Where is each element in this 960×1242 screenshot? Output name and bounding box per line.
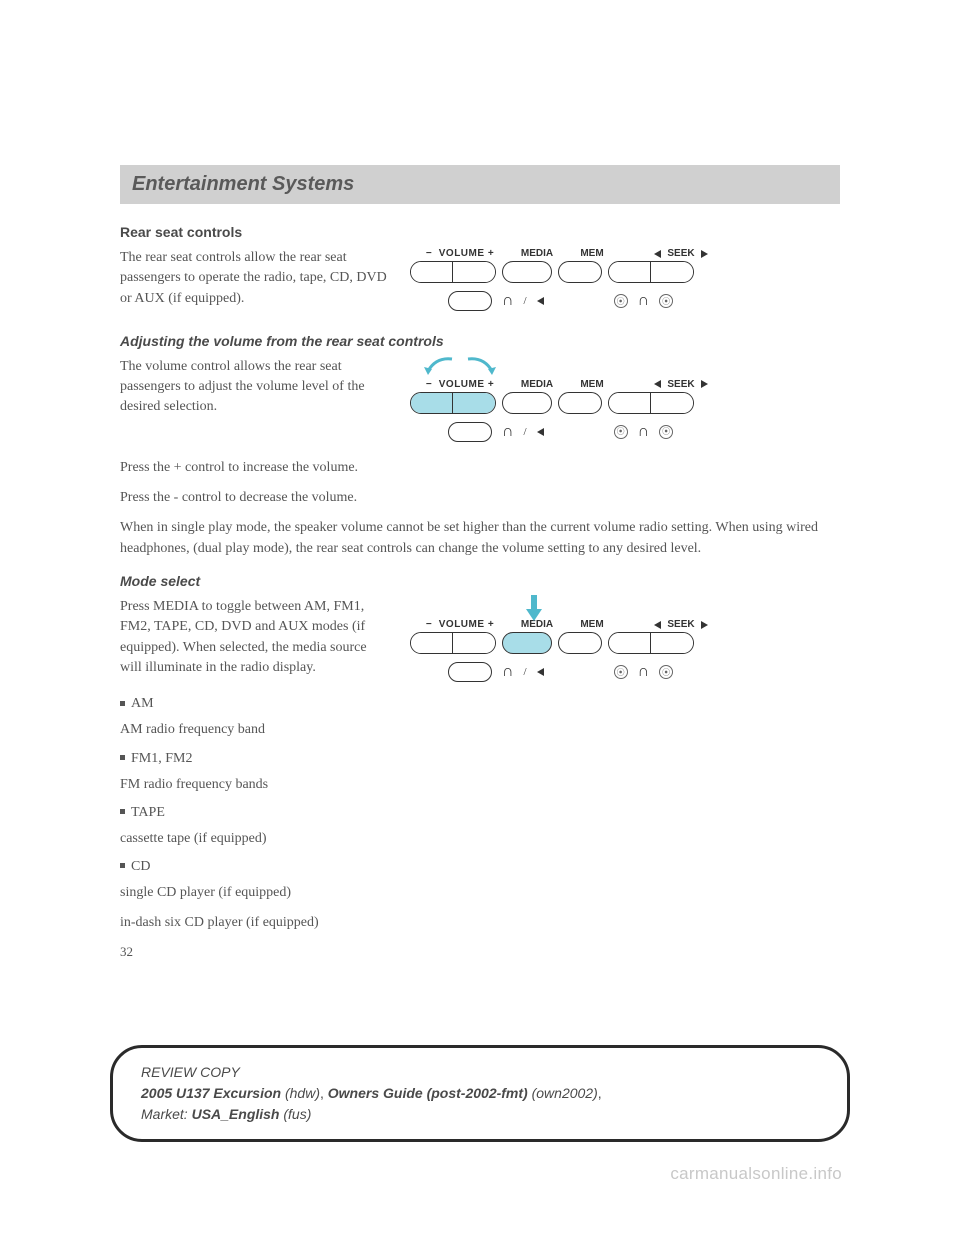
seek-rocker xyxy=(608,632,694,654)
desc-cd6: in-dash six CD player (if equipped) xyxy=(120,913,840,933)
seek-label: SEEK xyxy=(667,248,694,259)
desc-am: AM radio frequency band xyxy=(120,720,840,740)
seek-right-icon xyxy=(701,250,708,258)
seek-rocker xyxy=(608,261,694,283)
mem-button xyxy=(558,632,602,654)
media-button xyxy=(502,392,552,414)
footer-market: USA_English xyxy=(192,1106,280,1122)
jack-right-icon: ⦿ xyxy=(659,294,673,308)
seek-rocker xyxy=(608,392,694,414)
bullet-fm: FM1, FM2 xyxy=(120,751,840,767)
volume-increase-text: Press the + control to increase the volu… xyxy=(120,458,840,478)
mem-button xyxy=(558,261,602,283)
control-panel-diagram-1: − VOLUME + MEDIA MEM SEEK ∩/ ⦿ ∩ xyxy=(410,248,840,311)
footer-guide: Owners Guide (post-2002-fmt) xyxy=(328,1085,528,1101)
watermark: carmanualsonline.info xyxy=(670,1164,842,1184)
volume-rocker-highlighted xyxy=(410,392,496,414)
page-number: 32 xyxy=(120,944,840,960)
volume-plus-label: + xyxy=(488,248,494,259)
footer-vehicle: 2005 U137 Excursion xyxy=(141,1085,281,1101)
volume-down-arrow-icon xyxy=(422,357,458,377)
section-header: Entertainment Systems xyxy=(120,165,840,204)
rear-seat-controls-title: Rear seat controls xyxy=(120,224,840,240)
seek-left-icon xyxy=(654,250,661,258)
control-panel-diagram-3: − VOLUME + MEDIA MEM SEEK ∩/ ⦿ ∩ xyxy=(410,597,840,682)
adjusting-volume-title: Adjusting the volume from the rear seat … xyxy=(120,333,840,349)
volume-minus-label: − xyxy=(426,248,432,259)
speaker-icon xyxy=(537,297,544,305)
headphone-icon-2: ∩ xyxy=(638,292,650,310)
volume-mode-text: When in single play mode, the speaker vo… xyxy=(120,518,840,559)
mem-label: MEM xyxy=(566,248,618,259)
media-label: MEDIA xyxy=(508,248,566,259)
mode-select-title: Mode select xyxy=(120,573,840,589)
media-arrow-icon xyxy=(524,595,544,621)
aux-button xyxy=(448,291,492,311)
rear-seat-controls-body: The rear seat controls allow the rear se… xyxy=(120,248,390,309)
desc-cd: single CD player (if equipped) xyxy=(120,883,840,903)
bullet-tape: TAPE xyxy=(120,805,840,821)
section-header-title: Entertainment Systems xyxy=(132,173,828,196)
media-button-highlighted xyxy=(502,632,552,654)
control-panel-diagram-2: − VOLUME + MEDIA MEM SEEK ∩/ ⦿ ∩ xyxy=(410,357,840,442)
footer-market-label: Market: xyxy=(141,1106,192,1122)
volume-label: VOLUME xyxy=(439,248,485,259)
bullet-am: AM xyxy=(120,696,840,712)
footer-box: REVIEW COPY 2005 U137 Excursion (hdw), O… xyxy=(110,1045,850,1142)
volume-up-arrow-icon xyxy=(462,357,498,377)
headphone-icon: ∩ xyxy=(502,292,514,310)
volume-decrease-text: Press the - control to decrease the volu… xyxy=(120,488,840,508)
bullet-cd: CD xyxy=(120,859,840,875)
volume-rocker xyxy=(410,261,496,283)
adjusting-volume-body: The volume control allows the rear seat … xyxy=(120,357,390,418)
mem-button xyxy=(558,392,602,414)
mode-select-body: Press MEDIA to toggle between AM, FM1, F… xyxy=(120,597,390,678)
footer-review-copy: REVIEW COPY xyxy=(141,1064,240,1080)
desc-tape: cassette tape (if equipped) xyxy=(120,829,840,849)
volume-rocker xyxy=(410,632,496,654)
media-button xyxy=(502,261,552,283)
desc-fm: FM radio frequency bands xyxy=(120,775,840,795)
jack-left-icon: ⦿ xyxy=(614,294,628,308)
